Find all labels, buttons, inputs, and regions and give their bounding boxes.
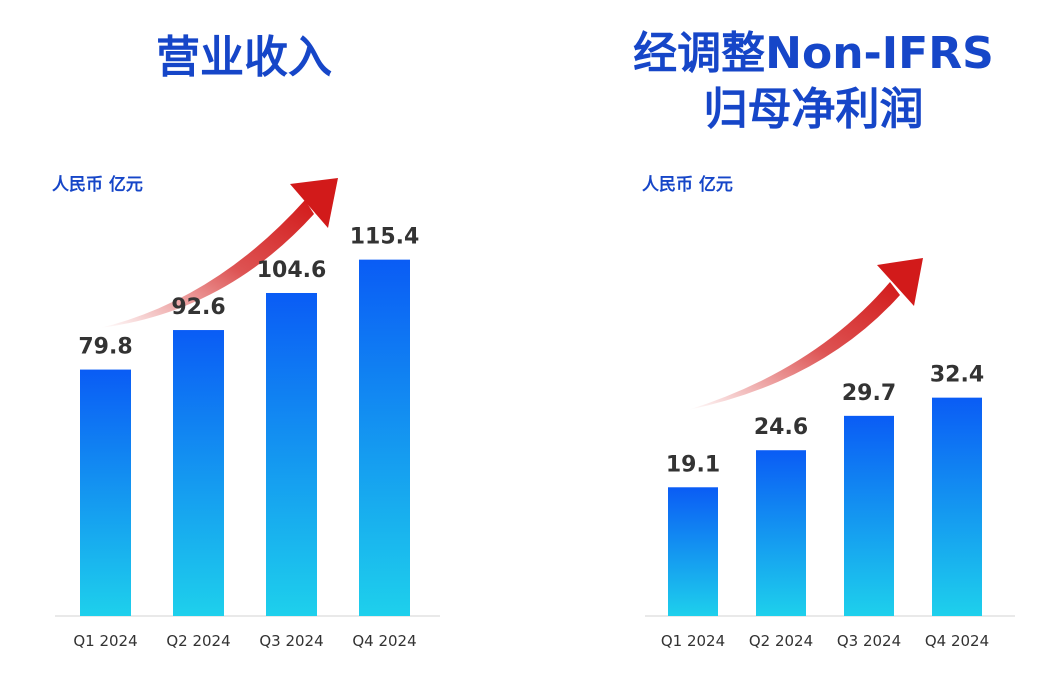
net-profit-title-line-1: 经调整Non-IFRS bbox=[633, 28, 994, 79]
revenue-chart-panel: 营业收入 人民币 亿元 79.8 Q1 2024 92.6 Q2 2024 104.6 Q… bbox=[0, 0, 500, 674]
bar-4 bbox=[359, 259, 410, 616]
growth-arrow bbox=[688, 282, 900, 410]
bar-value-label-1: 19.1 bbox=[666, 452, 720, 477]
revenue-chart-title-text: 营业收入 bbox=[156, 32, 332, 83]
x-tick-label-2: Q2 2024 bbox=[749, 632, 813, 650]
x-tick-label-4: Q4 2024 bbox=[352, 632, 416, 650]
x-tick-label-4: Q4 2024 bbox=[925, 632, 989, 650]
revenue-chart-title: 营业收入 bbox=[0, 30, 494, 86]
net-profit-chart-panel: 经调整Non-IFRS 归母净利润 人民币 亿元 19.1 Q1 2024 24.6… bbox=[590, 0, 1037, 674]
growth-arrow-head bbox=[877, 258, 923, 306]
net-profit-unit-label: 人民币 亿元 bbox=[642, 175, 733, 195]
bar-value-label-4: 32.4 bbox=[930, 363, 984, 388]
net-profit-chart-title: 经调整Non-IFRS 归母净利润 bbox=[590, 26, 1037, 138]
revenue-bar-chart: 79.8 Q1 2024 92.6 Q2 2024 104.6 Q3 2024 115.4 Q… bbox=[55, 178, 440, 650]
bar-value-label-1: 79.8 bbox=[78, 335, 132, 360]
bar-4 bbox=[932, 397, 982, 616]
net-profit-title-line-2: 归母净利润 bbox=[703, 84, 924, 135]
bar-3 bbox=[844, 415, 894, 616]
bar-1 bbox=[668, 487, 718, 616]
bar-value-label-3: 104.6 bbox=[257, 258, 327, 283]
bar-3 bbox=[266, 292, 317, 616]
net-profit-bar-chart: 19.1 Q1 2024 24.6 Q2 2024 29.7 Q3 2024 32.4 Q4 … bbox=[645, 258, 1015, 650]
bar-2 bbox=[756, 450, 806, 616]
bar-1 bbox=[80, 369, 131, 616]
growth-arrow-head bbox=[290, 178, 338, 228]
bar-value-label-2: 92.6 bbox=[171, 295, 225, 320]
x-tick-label-3: Q3 2024 bbox=[259, 632, 323, 650]
x-tick-label-2: Q2 2024 bbox=[166, 632, 230, 650]
bar-value-label-2: 24.6 bbox=[754, 415, 808, 440]
x-tick-label-3: Q3 2024 bbox=[837, 632, 901, 650]
x-tick-label-1: Q1 2024 bbox=[661, 632, 725, 650]
bar-value-label-3: 29.7 bbox=[842, 381, 896, 406]
bar-2 bbox=[173, 330, 224, 616]
revenue-unit-label: 人民币 亿元 bbox=[52, 175, 143, 195]
bar-value-label-4: 115.4 bbox=[350, 225, 420, 250]
x-tick-label-1: Q1 2024 bbox=[73, 632, 137, 650]
